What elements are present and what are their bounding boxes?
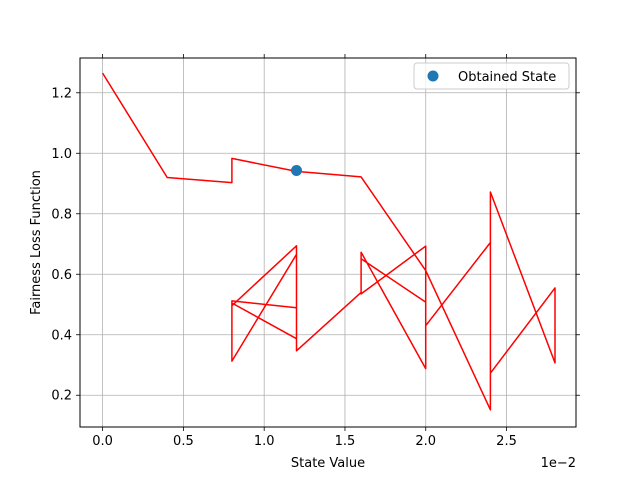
x-axis-label: State Value — [291, 456, 365, 471]
y-tick-label: 0.4 — [51, 328, 72, 343]
grid — [80, 58, 576, 427]
x-tick-label: 0.5 — [173, 434, 194, 449]
y-tick-label: 0.8 — [51, 207, 72, 222]
legend-box — [413, 62, 570, 90]
y-axis-label: Fairness Loss Function — [29, 170, 44, 315]
legend-label: Obtained State — [458, 70, 556, 85]
series-line — [101, 72, 556, 411]
obtained-state-point — [290, 165, 302, 177]
y-tick-label: 1.0 — [51, 147, 72, 162]
legend: Obtained State — [413, 62, 570, 90]
series-layer — [101, 72, 556, 411]
legend-marker — [427, 70, 439, 82]
y-tick-label: 1.2 — [51, 86, 72, 101]
y-tick-label: 0.6 — [51, 268, 72, 283]
x-tick-label: 0.0 — [92, 434, 113, 449]
x-tick-label: 1.5 — [335, 434, 356, 449]
x-tick-label: 2.5 — [496, 434, 517, 449]
y-tick-label: 0.2 — [51, 389, 72, 404]
ticks: 0.0 0.5 1.0 1.5 2.0 2.5 0.2 0.4 0.6 0.8 1.0 1.2 — [51, 54, 580, 449]
plot-background — [80, 58, 576, 427]
plot-frame — [79, 57, 577, 428]
x-tick-label: 2.0 — [415, 434, 436, 449]
x-axis-offset-label: 1e−2 — [541, 456, 576, 471]
x-tick-label: 1.0 — [254, 434, 275, 449]
